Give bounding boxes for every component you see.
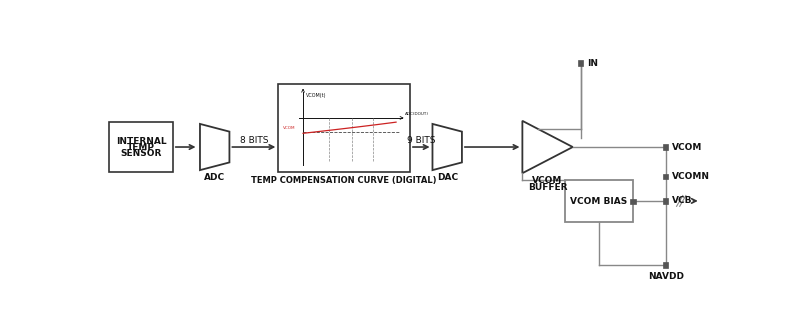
- Text: VCOM BIAS: VCOM BIAS: [570, 197, 628, 206]
- Bar: [663, 174, 669, 179]
- Text: INTERNAL: INTERNAL: [116, 137, 166, 146]
- Text: IN: IN: [586, 59, 598, 68]
- Text: 9 BITS: 9 BITS: [407, 136, 435, 145]
- Polygon shape: [200, 124, 230, 170]
- Polygon shape: [433, 124, 462, 170]
- Text: NAVDD: NAVDD: [648, 272, 684, 281]
- Text: ADC: ADC: [204, 173, 226, 182]
- Bar: [565, 180, 634, 223]
- Bar: [578, 60, 583, 66]
- Bar: [663, 198, 669, 203]
- Bar: [630, 199, 636, 204]
- Bar: [110, 122, 173, 172]
- Text: VCB: VCB: [672, 197, 693, 205]
- Text: VCOM: VCOM: [672, 143, 702, 152]
- Bar: [663, 144, 669, 150]
- Polygon shape: [522, 121, 573, 173]
- Text: SENSOR: SENSOR: [120, 149, 162, 158]
- Text: DAC: DAC: [437, 173, 458, 182]
- Text: VCOM(t): VCOM(t): [306, 93, 326, 98]
- Text: VCOM: VCOM: [283, 126, 295, 130]
- Text: BUFFER: BUFFER: [528, 182, 567, 192]
- Text: 8 BITS: 8 BITS: [239, 136, 268, 145]
- Text: ADC(DOUT): ADC(DOUT): [406, 111, 430, 116]
- Text: TEMP COMPENSATION CURVE (DIGITAL): TEMP COMPENSATION CURVE (DIGITAL): [251, 176, 437, 185]
- Bar: [278, 84, 410, 172]
- Text: VCOMN: VCOMN: [672, 172, 710, 181]
- Text: VCOM: VCOM: [532, 176, 562, 185]
- Text: TEMP: TEMP: [127, 143, 155, 152]
- Bar: [663, 262, 669, 268]
